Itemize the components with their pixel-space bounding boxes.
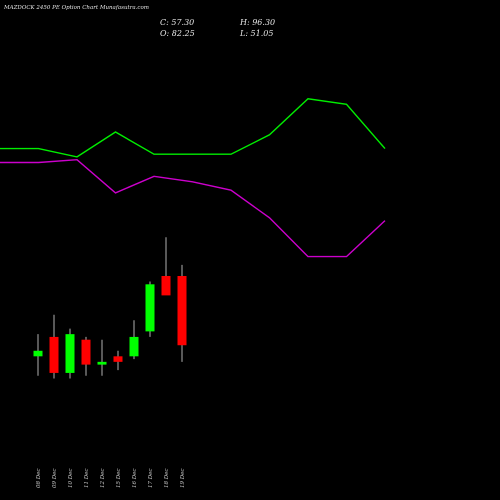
x-tick-label: 12 Dec xyxy=(100,469,106,489)
chart-title: MAZDOCK 2450 PE Option Chart Munafasutra… xyxy=(4,5,149,11)
candle-5 xyxy=(97,339,107,376)
candle-7 xyxy=(129,320,139,360)
candle-8 xyxy=(145,281,155,337)
candle-1 xyxy=(33,334,43,376)
x-tick-label: 11 Dec xyxy=(84,469,90,489)
x-tick-label: 09 Dec xyxy=(52,469,58,489)
candle-9 xyxy=(161,237,171,296)
close-value: C: 57.30 xyxy=(160,18,195,27)
candles xyxy=(33,237,187,379)
candle-body xyxy=(33,350,43,357)
high-value: H: 96.30 xyxy=(240,18,276,27)
candle-body xyxy=(49,336,59,373)
candle-body xyxy=(177,276,187,346)
candle-body xyxy=(129,336,139,357)
indicator-line-2 xyxy=(0,158,386,258)
indicator-line-1 xyxy=(0,98,386,158)
indicator-lines xyxy=(0,98,386,258)
candle-2 xyxy=(49,314,59,379)
low-value: L: 51.05 xyxy=(240,29,274,38)
candle-body xyxy=(65,334,75,373)
candle-body xyxy=(81,339,91,365)
x-tick-label: 19 Dec xyxy=(180,469,186,489)
x-tick-label: 10 Dec xyxy=(68,469,74,489)
x-tick-label: 17 Dec xyxy=(148,469,154,489)
candle-body xyxy=(161,276,171,296)
candle-6 xyxy=(113,350,123,371)
candle-body xyxy=(113,356,123,362)
candle-body xyxy=(97,361,107,365)
x-axis-ticks: 08 Dec 09 Dec 10 Dec 11 Dec 12 Dec 15 Dec 16 D… xyxy=(36,469,186,489)
x-tick-label: 18 Dec xyxy=(164,469,170,489)
candle-10 xyxy=(177,264,187,362)
x-tick-label: 15 Dec xyxy=(116,469,122,489)
x-tick-label: 08 Dec xyxy=(36,469,42,489)
x-tick-label: 16 Dec xyxy=(132,469,138,489)
candle-3 xyxy=(65,328,75,379)
candle-body xyxy=(145,284,155,332)
open-value: O: 82.25 xyxy=(160,29,195,38)
candle-4 xyxy=(81,336,91,376)
